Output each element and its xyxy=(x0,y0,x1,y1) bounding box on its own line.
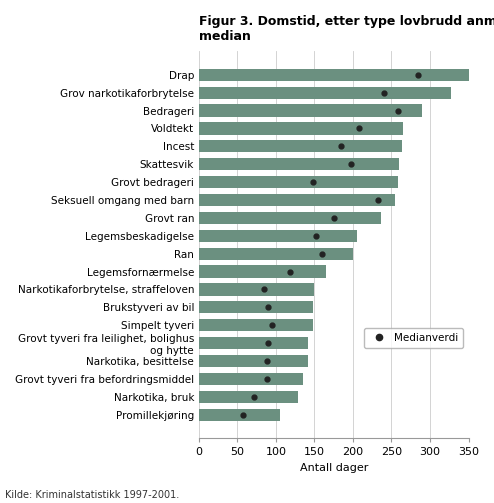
Bar xyxy=(199,176,398,188)
Text: Figur 3. Domstid, etter type lovbrudd anmeldt i 1997. Gjennomsnitt og
median: Figur 3. Domstid, etter type lovbrudd an… xyxy=(199,15,494,43)
Bar xyxy=(199,158,399,171)
Bar xyxy=(199,212,381,224)
Text: Kilde: Kriminalstatistikk 1997-2001.: Kilde: Kriminalstatistikk 1997-2001. xyxy=(5,490,179,500)
Bar xyxy=(199,194,395,206)
Bar xyxy=(199,69,468,81)
Bar xyxy=(199,266,326,278)
Bar xyxy=(199,122,403,134)
Bar xyxy=(199,355,308,367)
Bar xyxy=(199,140,402,152)
Bar xyxy=(199,373,303,385)
Bar xyxy=(199,337,308,349)
Bar xyxy=(199,247,353,260)
Bar xyxy=(199,319,313,331)
X-axis label: Antall dager: Antall dager xyxy=(299,463,368,473)
Bar xyxy=(199,408,280,421)
Bar xyxy=(199,391,297,403)
Bar xyxy=(199,230,357,242)
Bar xyxy=(199,301,313,313)
Legend: Medianverdi: Medianverdi xyxy=(364,327,463,348)
Bar xyxy=(199,105,422,117)
Bar xyxy=(199,87,451,99)
Bar xyxy=(199,283,315,296)
